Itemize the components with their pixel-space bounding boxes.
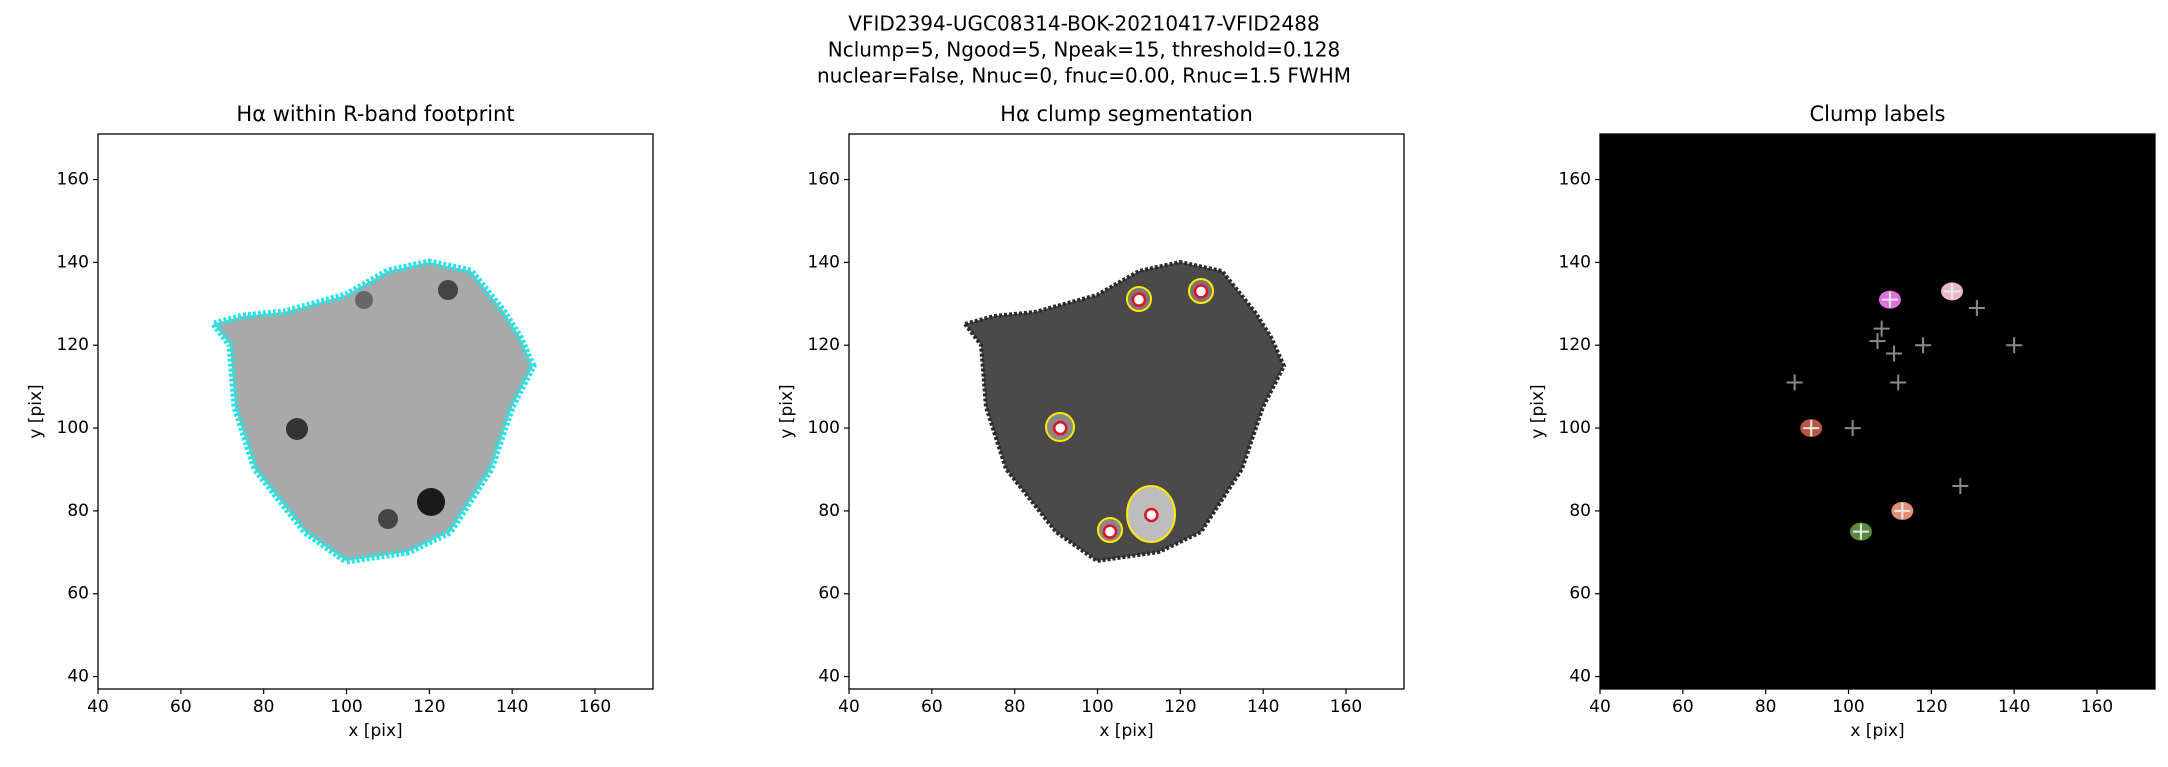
- x-tick-label: 40: [1589, 697, 1611, 717]
- x-tick-label: 80: [1004, 697, 1026, 717]
- y-axis-label: y [pix]: [26, 384, 46, 438]
- panel-image: [214, 262, 533, 561]
- clump-center: [1144, 507, 1159, 523]
- panel-title: Hα clump segmentation: [1000, 102, 1253, 126]
- y-axis-label: y [pix]: [777, 384, 797, 438]
- y-tick-label: 60: [67, 584, 89, 604]
- x-tick-label: 120: [413, 697, 445, 717]
- peak-marker: [1869, 333, 1886, 350]
- y-tick-label: 160: [808, 170, 840, 190]
- y-tick-label: 60: [818, 584, 840, 604]
- x-axis-label: x [pix]: [348, 721, 402, 741]
- peak-marker: [1786, 374, 1803, 391]
- peak-marker: [1968, 299, 1985, 316]
- y-tick-label: 160: [1559, 170, 1591, 190]
- x-tick-label: 120: [1164, 697, 1196, 717]
- x-tick-label: 140: [496, 697, 528, 717]
- y-tick-label: 120: [808, 335, 840, 355]
- clump-center: [1193, 284, 1209, 299]
- panel-title: Clump labels: [1810, 102, 1946, 126]
- y-tick-label: 40: [67, 667, 89, 687]
- clump-peak-marker: [1894, 502, 1911, 519]
- y-tick-label: 100: [57, 418, 89, 438]
- y-tick-label: 120: [57, 335, 89, 355]
- x-axis-label: x [pix]: [1099, 721, 1153, 741]
- peak-marker: [1952, 478, 1969, 495]
- x-tick-label: 160: [579, 697, 611, 717]
- axes-frame: [1599, 133, 2156, 690]
- panel-title: Hα within R-band footprint: [236, 102, 514, 126]
- y-tick-label: 60: [1569, 584, 1591, 604]
- clump-center: [1052, 420, 1068, 436]
- y-tick-label: 140: [57, 252, 89, 272]
- y-tick-label: 160: [57, 170, 89, 190]
- x-tick-label: 140: [1247, 697, 1279, 717]
- y-tick-label: 120: [1559, 335, 1591, 355]
- axes-frame: [848, 133, 1405, 690]
- panel-image: [963, 260, 1286, 563]
- y-tick-label: 140: [808, 252, 840, 272]
- x-tick-label: 40: [87, 697, 109, 717]
- clump-center: [1131, 292, 1147, 307]
- figure-title: nuclear=False, Nnuc=0, fnuc=0.00, Rnuc=1…: [817, 64, 1351, 88]
- clump-peak-marker: [1944, 283, 1961, 300]
- x-tick-label: 160: [1330, 697, 1362, 717]
- figure-title: Nclump=5, Ngood=5, Npeak=15, threshold=0…: [828, 38, 1341, 62]
- clump-center: [1102, 524, 1118, 539]
- peak-marker: [1873, 320, 1890, 337]
- y-tick-label: 100: [808, 418, 840, 438]
- peak-marker: [2006, 337, 2023, 354]
- y-tick-label: 80: [1569, 501, 1591, 521]
- x-tick-label: 60: [921, 697, 943, 717]
- x-tick-label: 140: [1998, 697, 2030, 717]
- clump-peak-marker: [1881, 291, 1898, 308]
- x-tick-label: 100: [1832, 697, 1864, 717]
- axes-frame: [97, 133, 654, 690]
- clump-peak-marker: [1803, 420, 1820, 437]
- x-tick-label: 80: [1755, 697, 1777, 717]
- x-tick-label: 100: [330, 697, 362, 717]
- x-tick-label: 60: [1672, 697, 1694, 717]
- x-tick-label: 80: [253, 697, 275, 717]
- x-tick-label: 100: [1081, 697, 1113, 717]
- x-tick-label: 160: [2081, 697, 2113, 717]
- peak-marker: [1915, 337, 1932, 354]
- peak-marker: [1886, 345, 1903, 362]
- y-tick-label: 40: [1569, 667, 1591, 687]
- y-tick-label: 140: [1559, 252, 1591, 272]
- x-tick-label: 60: [170, 697, 192, 717]
- x-axis-label: x [pix]: [1850, 721, 1904, 741]
- y-tick-label: 80: [67, 501, 89, 521]
- clump-peak-marker: [1852, 523, 1869, 540]
- peak-marker: [1844, 420, 1861, 437]
- image-background: [1600, 134, 2155, 689]
- x-tick-label: 40: [838, 697, 860, 717]
- y-axis-label: y [pix]: [1528, 384, 1548, 438]
- y-tick-label: 100: [1559, 418, 1591, 438]
- figure-title: VFID2394-UGC08314-BOK-20210417-VFID2488: [848, 12, 1319, 36]
- y-tick-label: 40: [818, 667, 840, 687]
- x-tick-label: 120: [1915, 697, 1947, 717]
- peak-marker: [1890, 374, 1907, 391]
- y-tick-label: 80: [818, 501, 840, 521]
